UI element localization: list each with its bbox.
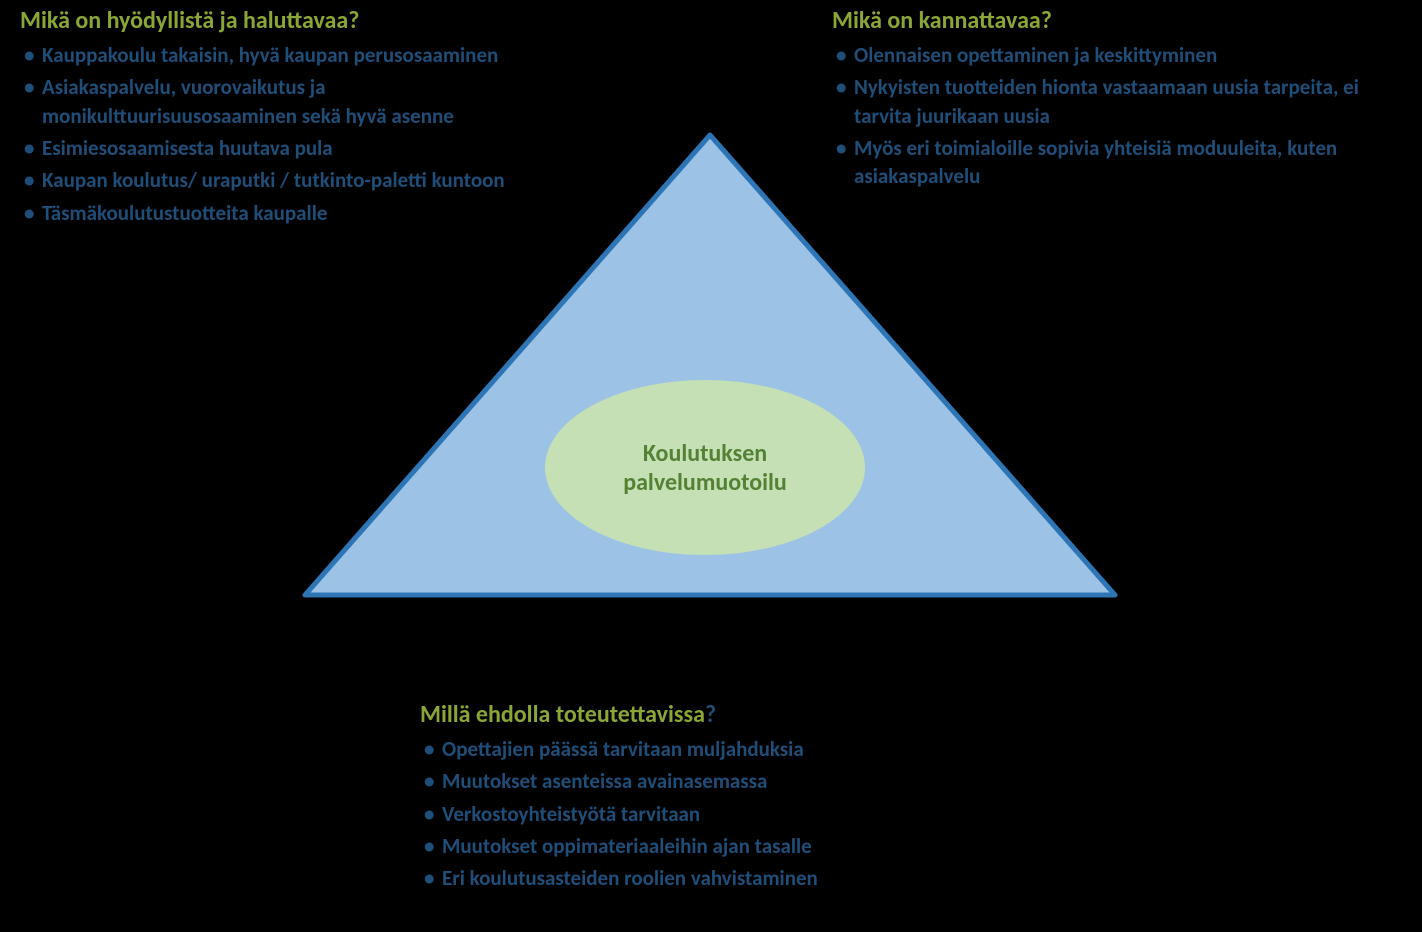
list-item: Eri koulutusasteiden roolien vahvistamin… <box>420 864 1020 892</box>
section-list-top-right: Olennaisen opettaminen ja keskittyminen N… <box>832 41 1392 191</box>
list-item: Esimiesosaamisesta huutava pula <box>20 134 530 162</box>
section-title-bottom: Millä ehdolla toteutettavissa? <box>420 700 1020 729</box>
list-item: Asiakaspalvelu, vuorovaikutus ja monikul… <box>20 73 530 130</box>
list-item: Täsmäkoulutustuotteita kaupalle <box>20 199 530 227</box>
ellipse-label-line2: palvelumuotoilu <box>623 468 787 497</box>
section-top-right: Mikä on kannattavaa? Olennaisen opettami… <box>832 6 1392 195</box>
list-item: Kaupan koulutus/ uraputki / tutkinto-pal… <box>20 166 530 194</box>
section-title-bottom-text: Millä ehdolla toteutettavissa <box>420 700 705 729</box>
section-title-top-left: Mikä on hyödyllistä ja haluttavaa? <box>20 6 530 35</box>
section-bottom: Millä ehdolla toteutettavissa? Opettajie… <box>420 700 1020 897</box>
section-list-top-left: Kauppakoulu takaisin, hyvä kaupan peruso… <box>20 41 530 227</box>
section-top-left: Mikä on hyödyllistä ja haluttavaa? Kaupp… <box>20 6 530 231</box>
center-ellipse: Koulutuksen palvelumuotoilu <box>545 380 865 555</box>
section-title-bottom-suffix: ? <box>705 700 716 729</box>
ellipse-label: Koulutuksen palvelumuotoilu <box>623 439 787 497</box>
list-item: Verkostoyhteistyötä tarvitaan <box>420 800 1020 828</box>
section-title-top-right: Mikä on kannattavaa? <box>832 6 1392 35</box>
ellipse-label-line1: Koulutuksen <box>643 439 767 468</box>
list-item: Muutokset oppimateriaaleihin ajan tasall… <box>420 832 1020 860</box>
list-item: Muutokset asenteissa avainasemassa <box>420 767 1020 795</box>
list-item: Opettajien päässä tarvitaan muljahduksia <box>420 735 1020 763</box>
list-item: Nykyisten tuotteiden hionta vastaamaan u… <box>832 73 1392 130</box>
section-list-bottom: Opettajien päässä tarvitaan muljahduksia… <box>420 735 1020 893</box>
list-item: Myös eri toimialoille sopivia yhteisiä m… <box>832 134 1392 191</box>
list-item: Olennaisen opettaminen ja keskittyminen <box>832 41 1392 69</box>
list-item: Kauppakoulu takaisin, hyvä kaupan peruso… <box>20 41 530 69</box>
